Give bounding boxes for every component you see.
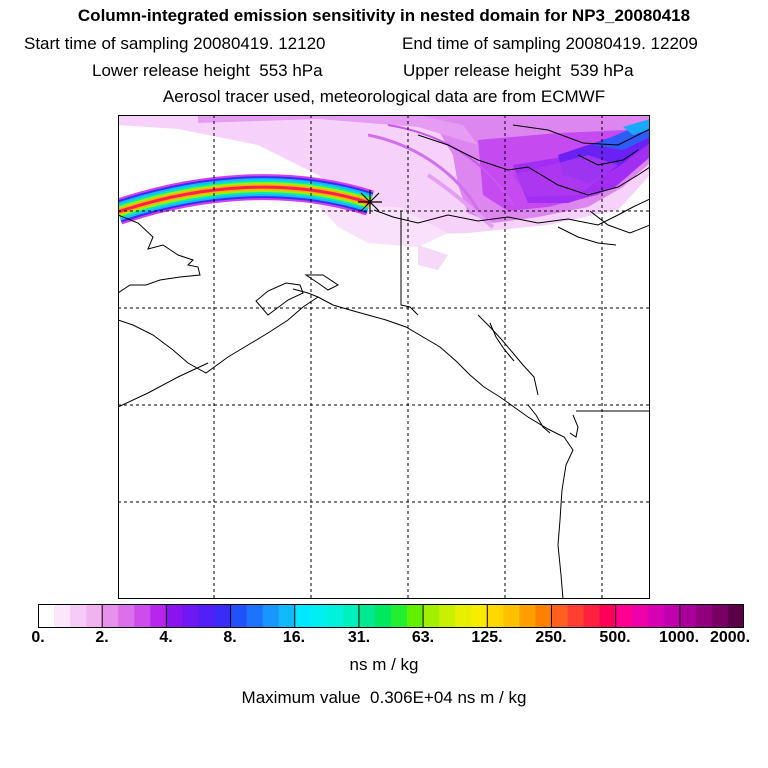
- colorbar-cell: [615, 604, 633, 628]
- colorbar-cell: [439, 604, 456, 628]
- colorbar-tick: 125.: [471, 629, 503, 646]
- colorbar-cell: [695, 604, 713, 628]
- colorbar-cell: [551, 604, 569, 628]
- colorbar-cell: [182, 604, 200, 628]
- colorbar-cell: [647, 604, 665, 628]
- colorbar-cell: [631, 604, 649, 628]
- colorbar-cell: [262, 604, 280, 628]
- emission-plume: [118, 115, 650, 270]
- colorbar-cell: [567, 604, 585, 628]
- colorbar-cell: [342, 604, 360, 628]
- colorbar-tick: 63.: [411, 629, 435, 646]
- colorbar-cell: [150, 604, 167, 628]
- colorbar-cell: [583, 604, 601, 628]
- colorbar-cell: [407, 604, 424, 628]
- colorbar-cell: [519, 604, 537, 628]
- colorbar-cell: [326, 604, 344, 628]
- tracer-info: Aerosol tracer used, meteorological data…: [162, 87, 606, 106]
- colorbar-cell: [214, 604, 232, 628]
- colorbar-cell: [487, 604, 504, 628]
- colorbar-cell: [246, 604, 264, 628]
- colorbar-cell: [455, 604, 472, 628]
- start-time-label: Start time of sampling 20080419. 12120: [24, 34, 326, 53]
- end-time-label: End time of sampling 20080419. 12209: [402, 34, 698, 53]
- colorbar-cell: [118, 604, 135, 628]
- colorbar-cell: [711, 604, 729, 628]
- colorbar-tick: 250.: [535, 629, 567, 646]
- country-borders: [400, 211, 650, 412]
- colorbar-tick: 1000.: [658, 629, 700, 646]
- colorbar-cell: [535, 604, 553, 628]
- upper-release-label: Upper release height 539 hPa: [403, 61, 634, 80]
- colorbar-tick: 2.: [95, 629, 109, 646]
- colorbar-tick: 31.: [347, 629, 371, 646]
- colorbar-cell: [134, 604, 151, 628]
- colorbar-cell: [679, 604, 697, 628]
- colorbar-cell: [358, 604, 376, 628]
- lat-lon-grid: [118, 115, 650, 599]
- colorbar-tick: 500.: [599, 629, 631, 646]
- colorbar-tick: 8.: [223, 629, 237, 646]
- colorbar-units: ns m / kg: [349, 655, 419, 674]
- colorbar-tick: 0.: [31, 629, 45, 646]
- star-marker-icon: [358, 190, 382, 214]
- colorbar-cell: [471, 604, 488, 628]
- colorbar-tick: 2000.: [709, 629, 751, 646]
- colorbar-cell: [423, 604, 440, 628]
- colorbar-cell: [38, 604, 55, 628]
- colorbar-frame: [38, 604, 744, 628]
- colorbar-cell: [198, 604, 216, 628]
- maximum-value-label: Maximum value 0.306E+04 ns m / kg: [241, 688, 527, 707]
- colorbar-cell: [294, 604, 312, 628]
- colorbar-tick: 16.: [282, 629, 306, 646]
- coastline: [118, 124, 650, 599]
- colorbar-cell: [70, 604, 87, 628]
- figure-title: Column-integrated emission sensitivity i…: [77, 6, 691, 25]
- transport-corridor: [118, 174, 374, 225]
- colorbar-cell: [599, 604, 617, 628]
- colorbar-cell: [166, 604, 184, 628]
- colorbar-cell: [663, 604, 681, 628]
- colorbar-cell: [391, 604, 408, 628]
- colorbar-tick: 4.: [159, 629, 173, 646]
- colorbar: [38, 604, 744, 628]
- colorbar-cell: [278, 604, 296, 628]
- colorbar-cell: [503, 604, 520, 628]
- colorbar-cell: [54, 604, 71, 628]
- map-panel: [118, 115, 650, 599]
- colorbar-cell: [102, 604, 119, 628]
- lower-release-label: Lower release height 553 hPa: [92, 61, 323, 80]
- colorbar-cell: [86, 604, 103, 628]
- colorbar-cell: [727, 604, 744, 628]
- colorbar-cell: [310, 604, 328, 628]
- colorbar-cell: [230, 604, 248, 628]
- colorbar-cell: [374, 604, 392, 628]
